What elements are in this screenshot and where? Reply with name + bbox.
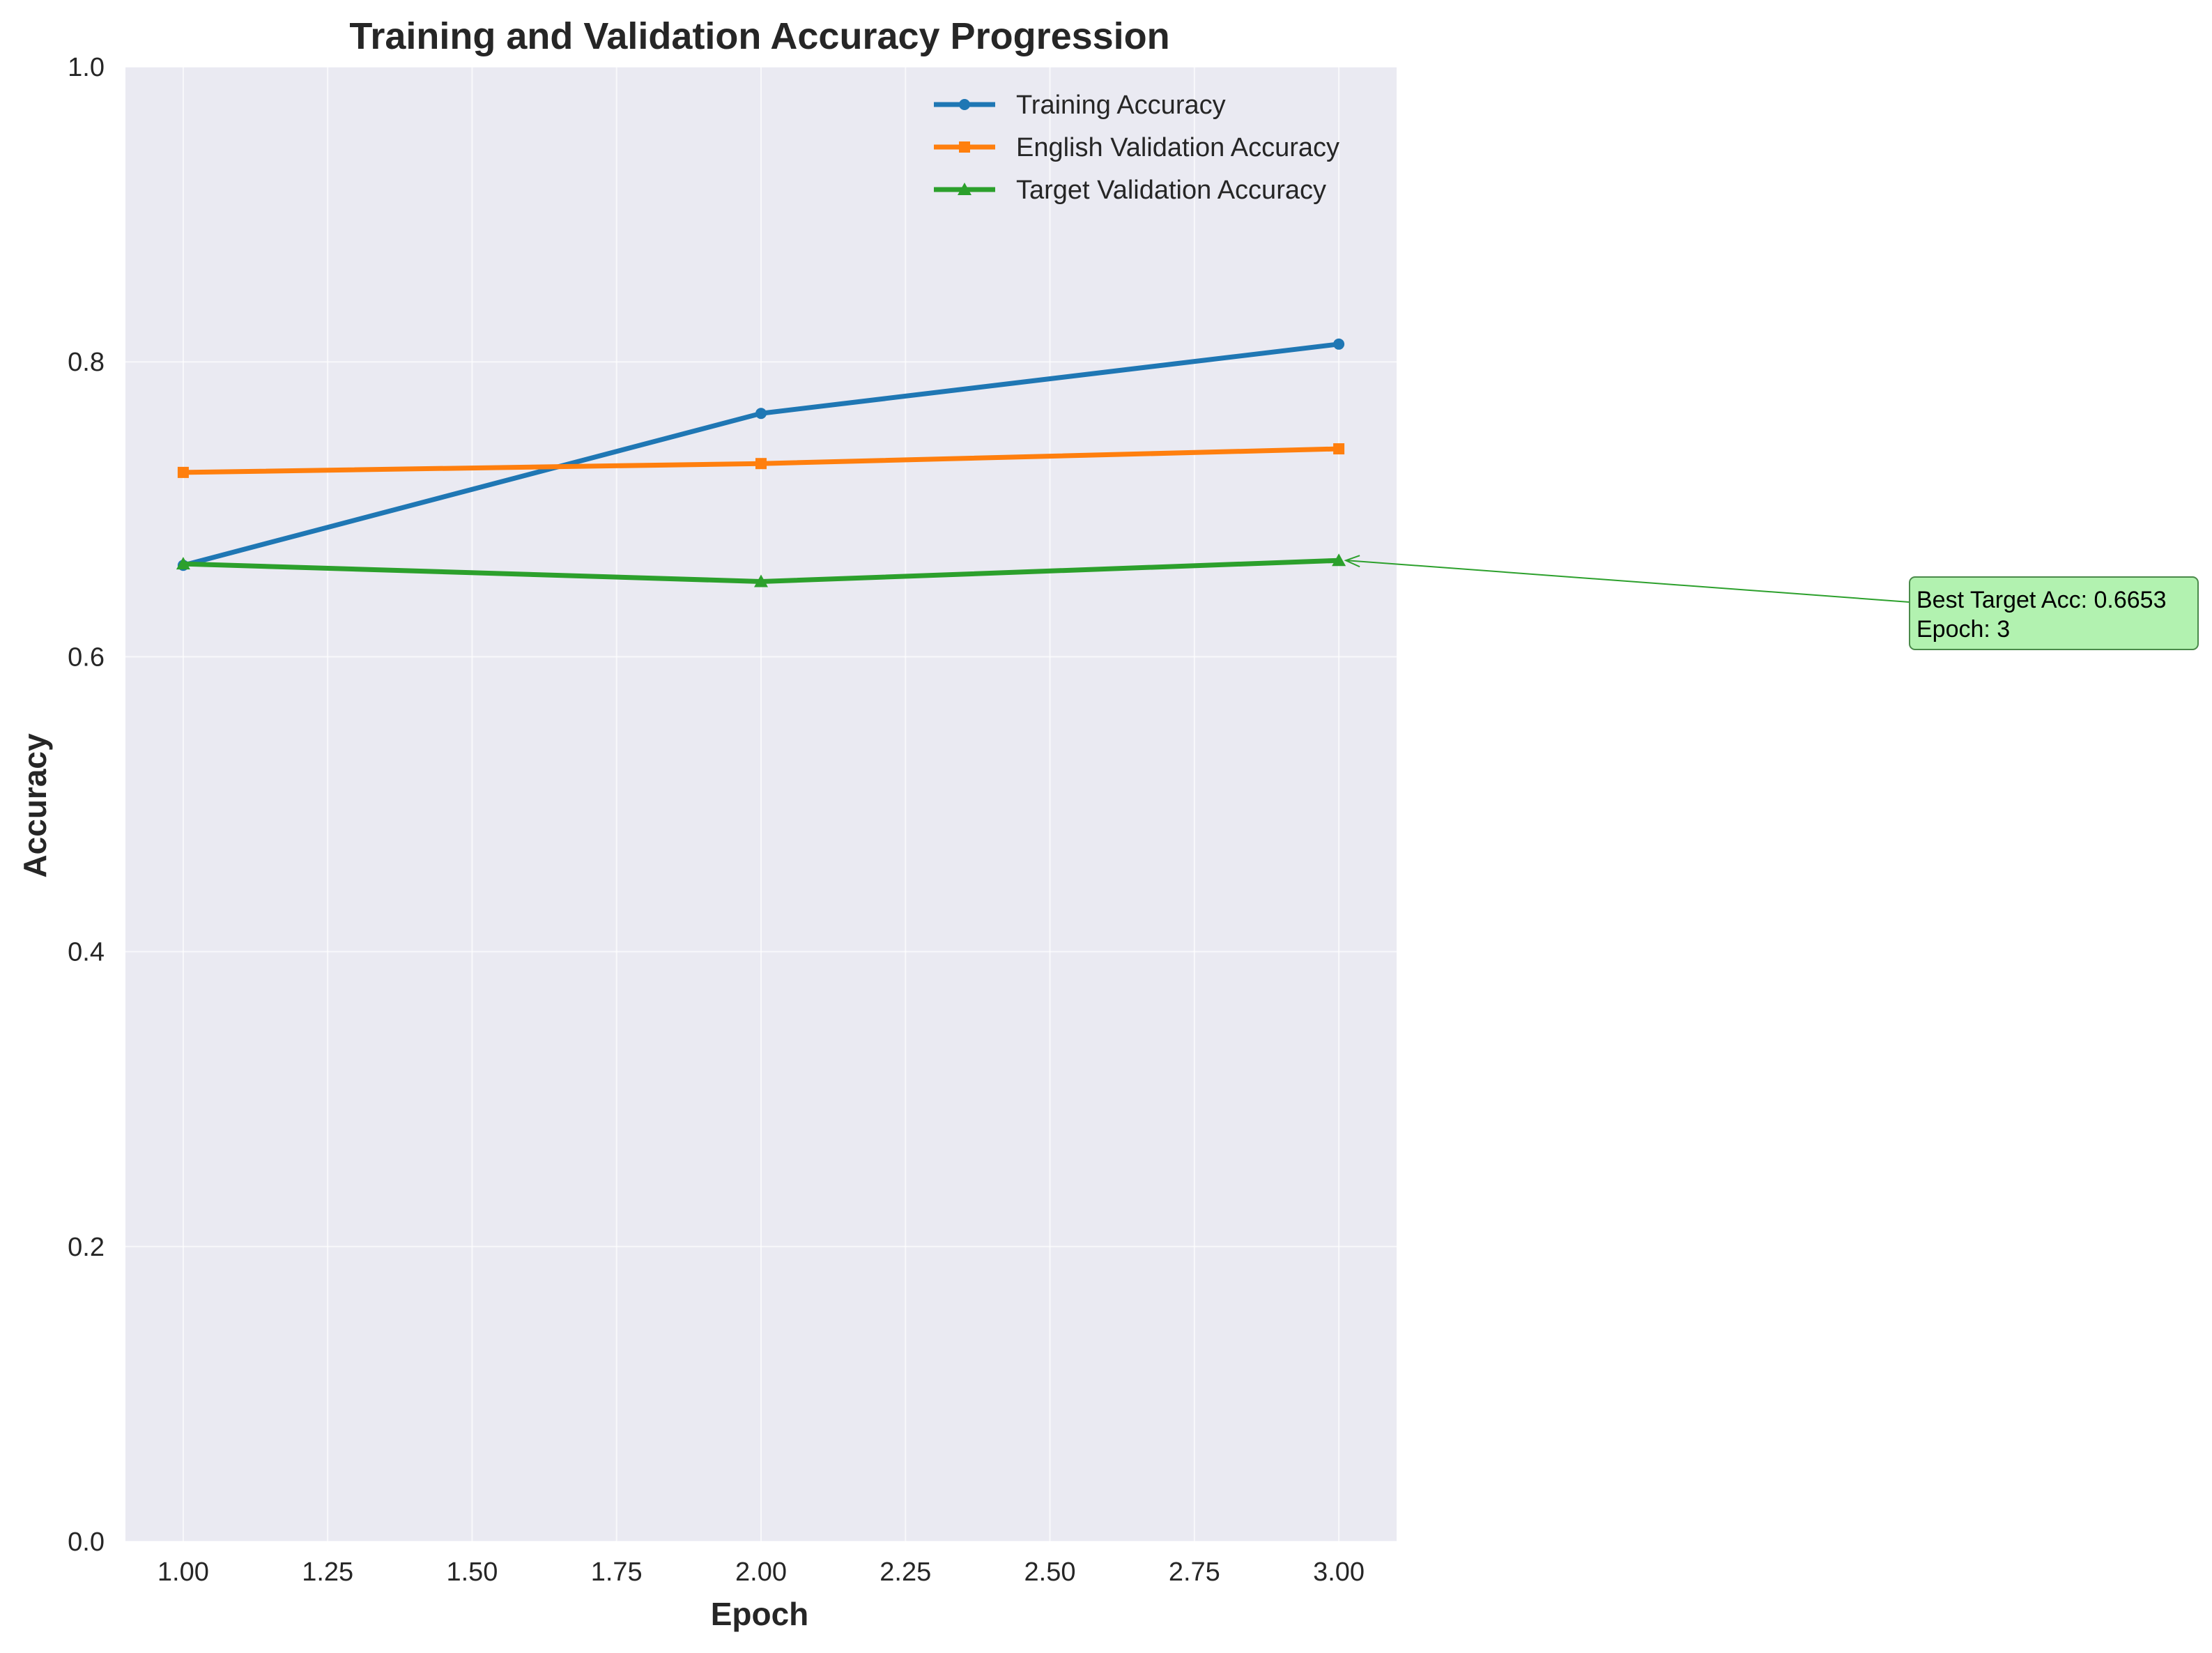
y-tick-label: 0.6 <box>68 643 105 672</box>
chart-title: Training and Validation Accuracy Progres… <box>349 15 1169 57</box>
legend-item: Training Accuracy <box>934 91 1226 120</box>
series-layer <box>176 338 1346 587</box>
x-tick-label: 2.25 <box>880 1558 931 1587</box>
annotation-text: Best Target Acc: 0.6653 <box>1917 587 2167 613</box>
x-tick-label: 1.50 <box>446 1558 498 1587</box>
x-tick-label: 1.75 <box>591 1558 643 1587</box>
x-tick-label: 2.00 <box>735 1558 787 1587</box>
x-tick-label: 1.25 <box>302 1558 353 1587</box>
legend-item: Target Validation Accuracy <box>934 176 1326 205</box>
y-axis-ticks: 0.0 0.2 0.4 0.6 0.8 1.0 <box>68 53 105 1557</box>
x-axis-label: Epoch <box>711 1596 809 1632</box>
y-tick-label: 0.4 <box>68 938 105 967</box>
legend-marker <box>958 183 971 195</box>
annotation-box <box>1909 576 2199 650</box>
legend-marker <box>959 141 970 153</box>
x-tick-label: 2.50 <box>1024 1558 1076 1587</box>
annotation-arrowhead <box>1344 555 1360 568</box>
x-tick-label: 1.00 <box>158 1558 209 1587</box>
best-target-annotation: Best Target Acc: 0.6653 Epoch: 3 <box>1344 555 2199 650</box>
y-tick-label: 0.0 <box>68 1528 105 1557</box>
legend-item: English Validation Accuracy <box>934 133 1339 162</box>
y-tick-label: 0.2 <box>68 1233 105 1262</box>
y-tick-label: 1.0 <box>68 53 105 82</box>
data-point <box>1332 553 1346 567</box>
data-point <box>1333 338 1345 350</box>
legend-label: Target Validation Accuracy <box>1016 176 1326 205</box>
series-3 <box>176 553 1346 587</box>
series-2 <box>177 443 1345 478</box>
data-point <box>1333 443 1345 455</box>
x-tick-label: 2.75 <box>1169 1558 1220 1587</box>
data-point <box>176 557 190 570</box>
data-point <box>755 408 767 420</box>
annotation-arrow <box>1347 560 1910 603</box>
legend-label: Training Accuracy <box>1016 91 1226 120</box>
x-axis-ticks: 1.00 1.25 1.50 1.75 2.00 2.25 2.50 2.75 3.00 <box>158 1558 1365 1587</box>
annotation-text: Epoch: 3 <box>1917 616 2010 643</box>
legend-label: English Validation Accuracy <box>1016 133 1339 162</box>
y-axis-label: Accuracy <box>17 733 53 878</box>
data-point <box>754 574 768 587</box>
x-tick-label: 3.00 <box>1313 1558 1365 1587</box>
data-point <box>755 458 767 470</box>
y-tick-label: 0.8 <box>68 348 105 377</box>
grid-lines <box>125 66 1397 1542</box>
legend: Training Accuracy English Validation Accu… <box>934 91 1339 205</box>
data-point <box>177 466 189 478</box>
legend-marker <box>959 99 970 110</box>
